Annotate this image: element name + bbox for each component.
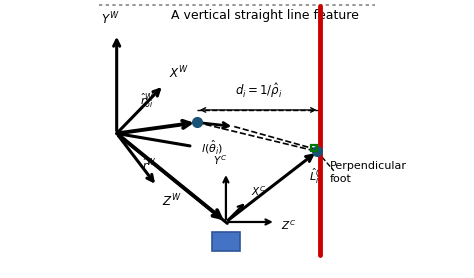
Text: $\hat{L}_i^C$: $\hat{L}_i^C$ [309,167,323,186]
Text: $d_i =1/ \hat{\rho}_i$: $d_i =1/ \hat{\rho}_i$ [235,81,283,100]
Text: $Z^C$: $Z^C$ [281,218,296,232]
Text: $Y^C$: $Y^C$ [213,153,227,167]
Text: $Z^W$: $Z^W$ [162,193,182,210]
FancyBboxPatch shape [212,232,240,251]
Text: $\hat{r}^W$: $\hat{r}^W$ [142,157,156,172]
Text: $X^W$: $X^W$ [169,64,189,81]
Text: $\hat{r}_{oi}^W$: $\hat{r}_{oi}^W$ [140,91,155,110]
Text: $X^C$: $X^C$ [251,185,266,198]
Text: Perpendicular
foot: Perpendicular foot [329,161,407,184]
Text: $Y^W$: $Y^W$ [100,10,119,27]
Text: A vertical straight line feature: A vertical straight line feature [171,9,359,23]
Bar [311,145,317,152]
Text: $l(\hat{\theta}_i)$: $l(\hat{\theta}_i)$ [201,138,223,156]
